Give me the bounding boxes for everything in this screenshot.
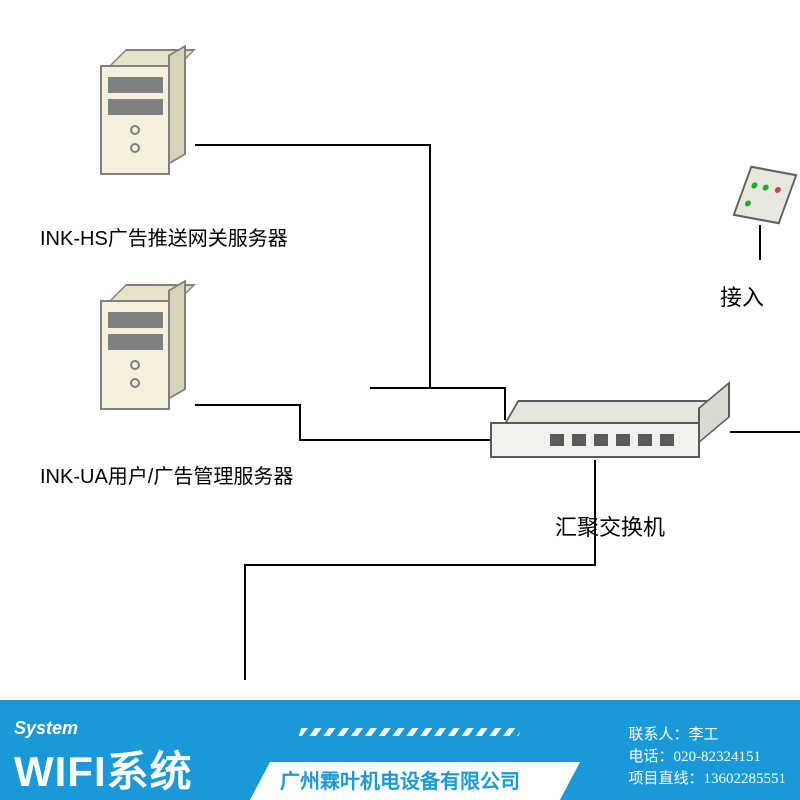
server-ink-ua-label: INK-UA用户/广告管理服务器 [40, 460, 293, 489]
switch-port-icon [572, 434, 586, 446]
phone-label: 电话： [628, 749, 673, 765]
footer-stripe-icon [299, 728, 522, 736]
router-led-icon [774, 186, 782, 193]
phone-number: 020-82324151 [674, 749, 762, 765]
router-led-icon [762, 184, 770, 191]
footer-banner: System WIFI系统 广州霖叶机电设备有限公司 联系人：李工 电话：020… [0, 680, 800, 800]
router-led-icon [751, 182, 759, 189]
switch-port-icon [616, 434, 630, 446]
router-led-icon [744, 200, 752, 207]
server-button-icon [130, 125, 140, 135]
router-lights [752, 175, 792, 190]
direct-number: 13602285551 [704, 771, 787, 787]
switch-port-icon [594, 434, 608, 446]
network-diagram: INK-HS广告推送网关服务器 INK-UA用户/广告管理服务器 汇聚交换机 [0, 0, 800, 680]
phone-row: 电话：020-82324151 [628, 746, 786, 768]
server-ink-ua [100, 290, 220, 450]
footer-contact-block: 联系人：李工 电话：020-82324151 项目直线：13602285551 [628, 724, 786, 790]
switch-port-icon [660, 434, 674, 446]
server-drive-slot [108, 312, 163, 328]
server-side-face [168, 45, 186, 165]
server-button-icon [130, 360, 140, 370]
server-ink-hs [100, 55, 220, 215]
footer-company-name: 广州霖叶机电设备有限公司 [280, 765, 520, 794]
wire-server2-switch [195, 405, 490, 440]
server-ink-hs-label: INK-HS广告推送网关服务器 [40, 222, 288, 251]
server-drive-slot [108, 99, 163, 115]
server-drive-slot [108, 334, 163, 350]
router-body [733, 166, 798, 225]
switch-label: 汇聚交换机 [555, 510, 665, 542]
server-drive-slot [108, 77, 163, 93]
contact-label: 联系人： [628, 727, 688, 743]
switch-port-icon [638, 434, 652, 446]
server-side-face [168, 280, 186, 400]
server-front-face [100, 300, 170, 410]
wire-server1-switch [195, 145, 505, 420]
footer-title: WIFI系统 [14, 738, 193, 799]
server-button-icon [130, 378, 140, 388]
contact-name: 李工 [689, 727, 719, 743]
direct-row: 项目直线：13602285551 [628, 768, 786, 790]
server-front-face [100, 65, 170, 175]
footer-system-label: System [14, 718, 78, 739]
switch-top-face [504, 400, 728, 424]
direct-label: 项目直线： [628, 771, 703, 787]
router-label: 接入 [720, 280, 764, 312]
switch-port-icon [550, 434, 564, 446]
wire-switch-down [245, 460, 595, 680]
server-button-icon [130, 143, 140, 153]
switch-side-face [698, 381, 730, 444]
footer-background: System WIFI系统 广州霖叶机电设备有限公司 联系人：李工 电话：020… [0, 700, 800, 800]
contact-row: 联系人：李工 [628, 724, 786, 746]
